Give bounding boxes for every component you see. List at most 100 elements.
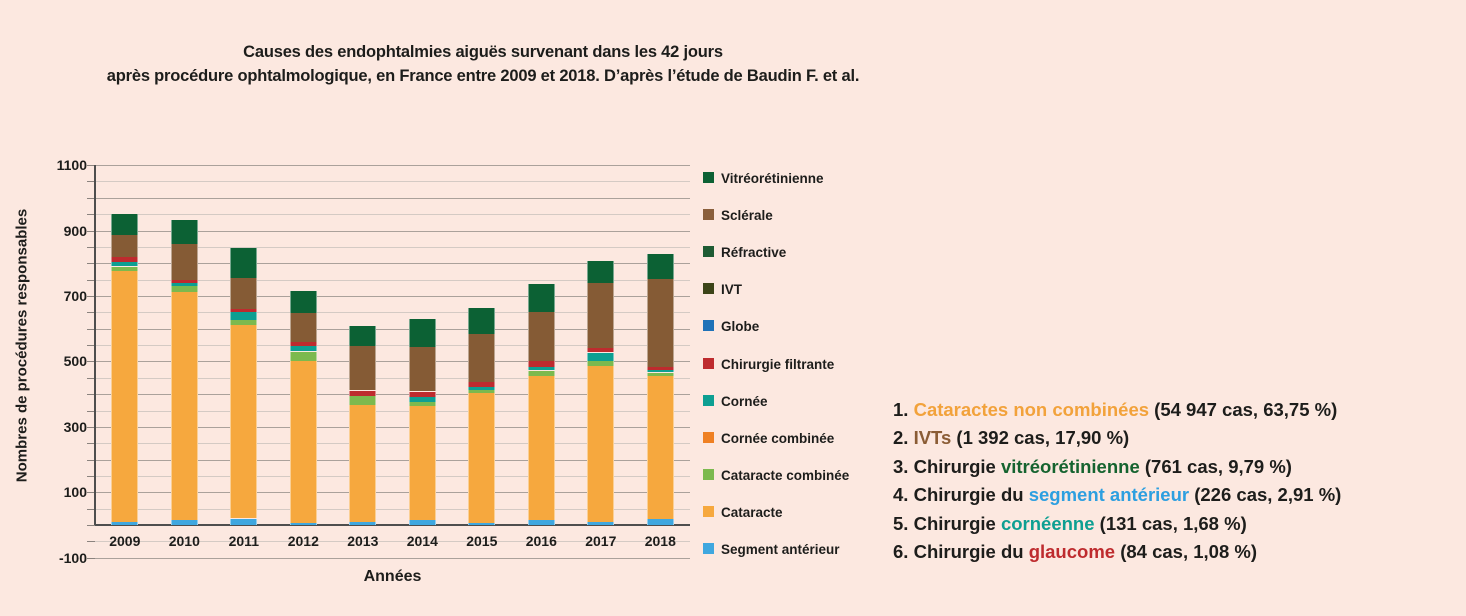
x-axis-title: Années [363,568,422,585]
legend-label: Segment antérieur [721,542,840,557]
gridline [95,361,690,363]
chart-title: Causes des endophtalmies aiguës survenan… [100,40,866,88]
legend-label: Réfractive [721,245,787,261]
finding-item: 6. Chirurgie du glaucome (84 cas, 1,08 %… [893,538,1373,566]
y-axis-tick [87,230,95,232]
y-axis-title: Nombres de procédures responsables [13,208,31,483]
legend-label: Cataracte [721,504,783,520]
x-tick-label-2015: 2015 [466,533,498,549]
y-axis-tick [87,426,95,428]
gridline [95,279,690,281]
y-axis-tick [87,410,95,412]
y-axis-tick [87,475,95,477]
gridline [95,295,690,297]
bar-segment-chirurgie-filtrante [111,257,139,262]
bar-segment-vitr-or-tinienne [587,260,615,283]
bar-segment-ivt [587,282,615,348]
y-axis-tick [87,377,95,379]
bar-segment-vitr-or-tinienne [646,253,674,279]
finding-prefix: Chirurgie du [913,541,1029,563]
y-axis-tick [87,279,95,281]
finding-stats: (131 cas, 1,68 %) [1094,512,1247,534]
bar-segment-chirurgie-filtrante [468,382,496,387]
finding-stats: (54 947 cas, 63,75 %) [1149,399,1338,420]
bar-segment-corn-e [527,366,555,371]
y-tick-label: 900 [63,222,87,239]
bar-segment-cataracte-combin-e [230,319,258,325]
y-axis-tick [87,525,95,526]
legend-swatch-icon [703,431,714,443]
y-axis-tick [87,459,95,461]
gridline [95,508,690,510]
bar-segment-vitr-or-tinienne [230,247,258,278]
bar-segment-ivt [289,312,317,343]
bar-segment-segment-ant-rieur [170,520,198,525]
y-axis-tick [87,508,95,510]
legend-swatch-icon [703,505,714,517]
bar-segment-corn-e [468,386,496,390]
findings-list: 1. Cataractes non combinées (54 947 cas,… [893,396,1373,566]
y-axis-tick [87,165,95,166]
y-axis-tick [87,181,95,183]
bar-segment-chirurgie-filtrante [170,279,198,283]
y-axis-tick [87,295,95,297]
bar-segment-vitr-or-tinienne [111,214,139,235]
finding-keyword: vitréorétinienne [1000,455,1140,477]
x-tick-label-2010: 2010 [168,533,200,549]
bar-segment-chirurgie-filtrante [408,391,436,398]
legend-swatch-icon [703,246,714,258]
legend-label: Cataracte combinée [721,467,850,483]
y-tick-label: 700 [63,287,87,304]
bar-segment-vitr-or-tinienne [527,283,555,312]
bar-segment-ivt [349,346,377,391]
finding-prefix: Chirurgie [913,455,1001,477]
gridline [95,230,690,232]
bar-segment-cataracte-combin-e [468,389,496,394]
bar-segment-cataracte-combin-e [170,285,198,292]
y-axis-tick [87,394,95,396]
y-axis-tick [87,557,95,559]
gridline [95,345,690,346]
legend-label: Cornée [721,393,768,409]
bar-segment-chirurgie-filtrante [230,309,258,313]
finding-number: 1. [893,399,914,420]
x-tick-label-2011: 2011 [228,533,259,549]
legend-label: Globe [721,319,760,335]
y-tick-label: 300 [63,418,87,435]
y-tick-label: -100 [58,549,87,566]
x-tick-label-2009: 2009 [109,533,141,549]
chart-title-line2: après procédure ophtalmologique, en Fran… [106,67,860,85]
finding-item: 2. IVTs (1 392 cas, 17,90 %) [893,424,1373,452]
finding-stats: (1 392 cas, 17,90 %) [951,427,1130,449]
legend-swatch-icon [703,394,714,406]
x-tick-label-2013: 2013 [347,533,379,549]
finding-number: 5. [893,512,914,534]
bar-segment-cataracte [408,405,436,521]
bar-segment-corn-e [170,282,198,286]
bar-segment-cataracte [289,361,317,523]
y-axis-tick [87,328,95,330]
y-axis-tick [87,492,95,494]
gridline [95,492,690,494]
gridline [95,328,690,330]
bar-segment-vitr-or-tinienne [408,318,436,347]
gridline [95,410,690,412]
bar-segment-cataracte-combin-e [587,361,615,366]
gridline [95,443,690,445]
finding-stats: (226 cas, 2,91 %) [1189,484,1342,506]
bar-segment-chirurgie-filtrante [646,366,674,370]
legend-swatch-icon [703,172,714,183]
bar-segment-corn-e [646,369,674,373]
bar-segment-corn-e [111,261,139,267]
bar-segment-segment-ant-rieur [646,519,674,525]
finding-keyword: cornéenne [1000,512,1095,534]
bar-segment-segment-ant-rieur [349,522,377,525]
bar-segment-ivt [468,333,496,382]
bar-segment-cataracte [468,393,496,523]
bar-segment-corn-e [230,312,258,320]
y-axis-tick [87,361,95,363]
legend-label: Chirurgie filtrante [721,356,835,372]
bar-segment-segment-ant-rieur [111,521,139,525]
legend-swatch-icon [703,543,714,554]
x-tick-label-2012: 2012 [287,533,319,549]
